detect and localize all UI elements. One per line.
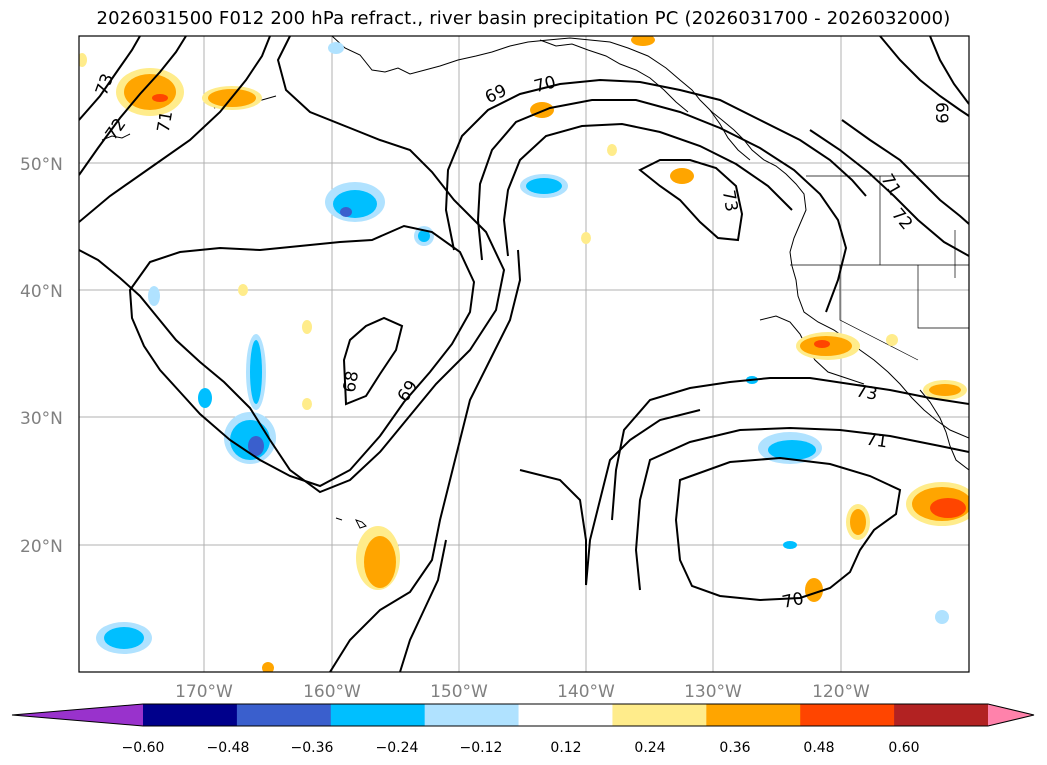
colorbar-tick-label: −0.24 (376, 740, 419, 756)
colorbar-outline (11, 703, 1035, 727)
contour-label: 69 (931, 102, 951, 124)
lon-label: 120°W (812, 682, 870, 702)
colorbar-tick-label: 0.12 (550, 740, 581, 756)
colorbar-segment (894, 704, 989, 726)
colorbar-tick-label: 0.36 (719, 740, 750, 756)
longitude-labels: 170°W 160°W 150°W 140°W 130°W 120°W (175, 682, 870, 702)
colorbar-segment (612, 704, 707, 726)
lon-label: 150°W (430, 682, 488, 702)
colorbar-tick-label: 0.24 (634, 740, 665, 756)
contour-label: 71 (865, 430, 889, 453)
lon-label: 130°W (684, 682, 742, 702)
colorbar (11, 703, 1035, 727)
colorbar-ticks: −0.60 −0.48 −0.36 −0.24 −0.12 0.12 0.24 … (122, 740, 920, 756)
map-frame (78, 35, 970, 673)
political-borders (790, 175, 969, 361)
contour-label: 73 (854, 381, 879, 404)
lat-label: 40°N (20, 282, 63, 302)
colorbar-segment (800, 704, 895, 726)
colorbar-tick-label: −0.48 (207, 740, 250, 756)
colorbar-tick-label: −0.12 (460, 740, 503, 756)
contour-label: 71 (154, 109, 177, 134)
colorbar-tick-label: −0.36 (291, 740, 334, 756)
colorbar-extend-low (12, 704, 143, 726)
colorbar-segment (330, 704, 426, 726)
refractivity-contours (79, 36, 969, 672)
colorbar-segment (236, 704, 332, 726)
lon-label: 160°W (303, 682, 361, 702)
colorbar-segment (143, 704, 238, 726)
lon-label: 170°W (175, 682, 233, 702)
map-title: 2026031500 F012 200 hPa refract., river … (96, 8, 951, 29)
colorbar-extend-high (988, 704, 1034, 726)
lat-label: 50°N (20, 155, 63, 175)
colorbar-segment (706, 704, 801, 726)
contour-label: 68 (340, 369, 363, 394)
contour-label: 73 (718, 189, 741, 214)
colorbar-segment (518, 704, 613, 726)
lon-label: 140°W (557, 682, 615, 702)
colorbar-tick-label: 0.60 (888, 740, 919, 756)
colorbar-tick-label: 0.48 (803, 740, 834, 756)
lat-label: 30°N (20, 409, 63, 429)
colorbar-segment (424, 704, 520, 726)
contour-label: 70 (780, 589, 805, 613)
latitude-labels: 50°N 40°N 30°N 20°N (20, 155, 63, 557)
colorbar-tick-label: −0.60 (122, 740, 165, 756)
precip-fills (79, 36, 969, 672)
lat-label: 20°N (20, 537, 63, 557)
